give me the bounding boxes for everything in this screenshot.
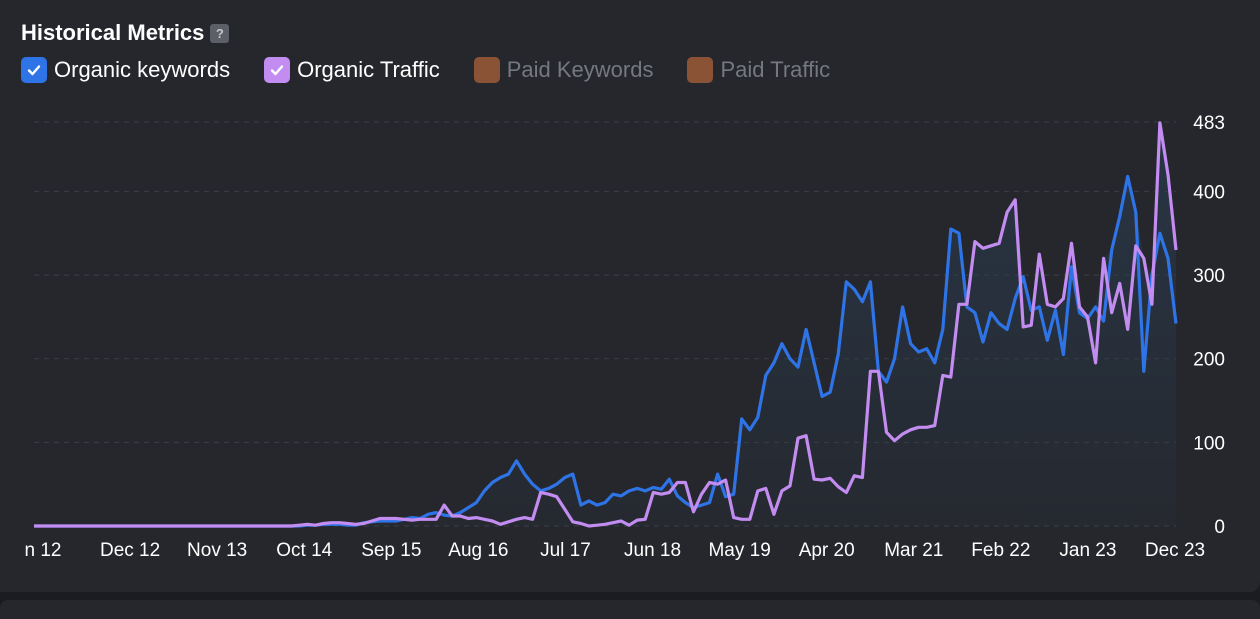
legend-label: Paid Keywords [506,57,654,82]
x-tick-label: Nov 13 [187,540,247,561]
y-tick-label: 400 [1193,182,1225,203]
checkmark-icon [270,65,284,76]
y-tick-label: 0 [1214,517,1225,538]
x-tick-label: Sep 15 [361,540,421,561]
y-tick-label: 200 [1193,350,1225,371]
series-line-organic-traffic [34,121,1178,528]
y-tick-label: 300 [1193,266,1225,287]
x-tick-label: Jun 18 [624,540,681,561]
x-tick-label: Jan 23 [1059,540,1116,561]
chart-legend: Organic keywords Organic Traffic Paid Ke… [21,57,864,83]
area-fill [34,122,1176,527]
y-tick-label: 100 [1193,433,1225,454]
x-tick-label: Jul 17 [540,540,591,561]
header: Historical Metrics ? [21,20,230,46]
checkbox-paid-keywords[interactable] [473,57,500,83]
checkbox-organic-traffic[interactable] [264,57,291,83]
x-tick-label: Dec 23 [1145,540,1205,561]
x-tick-label: May 19 [708,540,770,561]
legend-item-organic-traffic[interactable]: Organic Traffic [264,57,440,83]
help-icon[interactable]: ? [210,23,230,43]
legend-label: Organic Traffic [297,57,440,82]
x-tick-label: Apr 20 [799,540,855,561]
x-tick-label: Aug 16 [448,540,508,561]
x-tick-label: n 12 [25,540,62,561]
page-title: Historical Metrics [21,20,205,45]
next-panel-edge [0,600,1260,619]
checkmark-icon [27,65,41,76]
legend-item-paid-keywords[interactable]: Paid Keywords [473,57,654,83]
y-tick-label: 483 [1193,113,1225,134]
x-tick-label: Mar 21 [884,540,943,561]
legend-item-paid-traffic[interactable]: Paid Traffic [687,57,830,83]
x-tick-label: Dec 12 [100,540,160,561]
legend-item-organic-keywords[interactable]: Organic keywords [21,57,230,83]
x-tick-label: Feb 22 [971,540,1030,561]
checkbox-organic-keywords[interactable] [21,57,47,83]
legend-label: Paid Traffic [720,57,831,82]
x-tick-label: Oct 14 [276,540,332,561]
legend-label: Organic keywords [54,57,231,82]
checkbox-paid-traffic[interactable] [687,57,714,83]
